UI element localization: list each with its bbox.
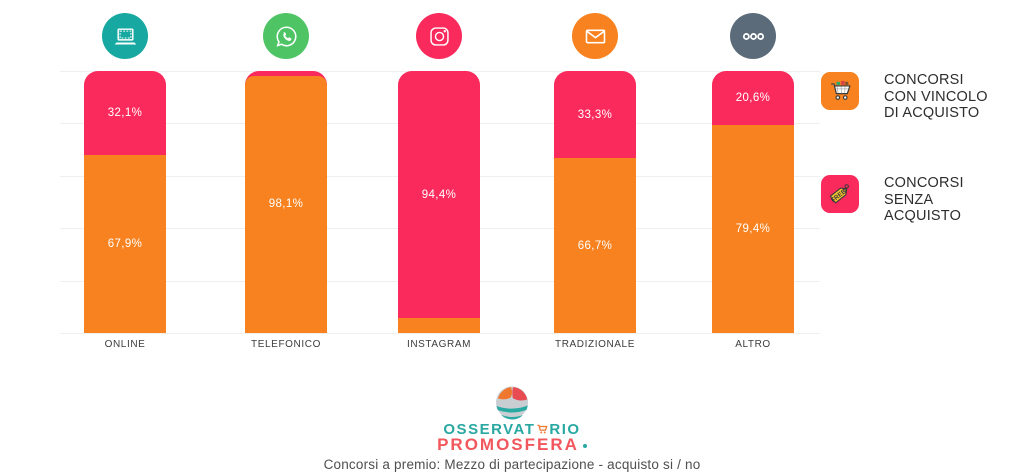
- category-label-online: ONLINE: [104, 339, 146, 350]
- value-label-senza-acquisto: 33,3%: [577, 108, 613, 121]
- bar-telefonico: 98,1%: [245, 71, 327, 333]
- email-icon: [572, 13, 618, 59]
- free-price-tag-icon: FREE: [821, 175, 859, 213]
- logo-dot: [582, 444, 587, 448]
- logo-text-part1: OSSERVAT: [443, 421, 536, 438]
- legend-label-con-vincolo: CONCORSI CON VINCOLO DI ACQUISTO: [884, 72, 988, 121]
- value-label-con-vincolo: 67,9%: [107, 238, 143, 251]
- value-label-senza-acquisto: 20,6%: [735, 91, 771, 104]
- computer-icon: [102, 13, 148, 59]
- category-label-instagram: INSTAGRAM: [406, 339, 472, 350]
- value-label-senza-acquisto: 32,1%: [107, 107, 143, 120]
- category-label-altro: ALTRO: [735, 339, 771, 350]
- value-label-con-vincolo: 98,1%: [268, 198, 304, 211]
- logo-text-part2: RIO: [549, 421, 581, 438]
- category-label-telefonico: TELEFONICO: [251, 339, 321, 350]
- segment-con-vincolo-acquisto: [398, 318, 480, 333]
- legend-label-senza: CONCORSI SENZA ACQUISTO: [884, 175, 964, 224]
- bar-online: 32,1% 67,9%: [84, 71, 166, 333]
- promosfera-logo-sphere: [496, 386, 528, 420]
- gridline: [60, 333, 820, 334]
- category-label-tradizionale: TRADIZIONALE: [555, 339, 635, 350]
- logo-cart-glyph: [537, 424, 548, 434]
- chart-caption: Concorsi a premio: Mezzo di partecipazio…: [323, 457, 701, 472]
- bar-altro: 20,6% 79,4%: [712, 71, 794, 333]
- legend-item-senza: FREE CONCORSI SENZA ACQUISTO: [821, 175, 964, 225]
- logo-osservatorio: OSSERVAT RIO: [0, 422, 1024, 437]
- value-label-con-vincolo: 66,7%: [577, 239, 613, 252]
- value-label-senza-acquisto: 94,4%: [421, 188, 457, 201]
- segment-con-vincolo-acquisto: [712, 124, 794, 333]
- segment-con-vincolo-acquisto: [84, 155, 166, 333]
- segment-con-vincolo-acquisto: [554, 158, 636, 333]
- logo-promosfera: PROMOSFERA: [0, 436, 1024, 453]
- instagram-icon: [416, 13, 462, 59]
- segment-con-vincolo-acquisto: [245, 75, 327, 333]
- footer: OSSERVAT RIO PROMOSFERA Concorsi a premio…: [0, 384, 1024, 472]
- legend-item-con-vincolo: CONCORSI CON VINCOLO DI ACQUISTO: [821, 72, 988, 122]
- shopping-cart-icon: [821, 72, 859, 110]
- bar-tradizionale: 33,3% 66,7%: [554, 71, 636, 333]
- bar-instagram: 94,4%: [398, 71, 480, 333]
- whatsapp-icon: [263, 13, 309, 59]
- value-label-con-vincolo: 79,4%: [735, 222, 771, 235]
- more-dots-icon: [730, 13, 776, 59]
